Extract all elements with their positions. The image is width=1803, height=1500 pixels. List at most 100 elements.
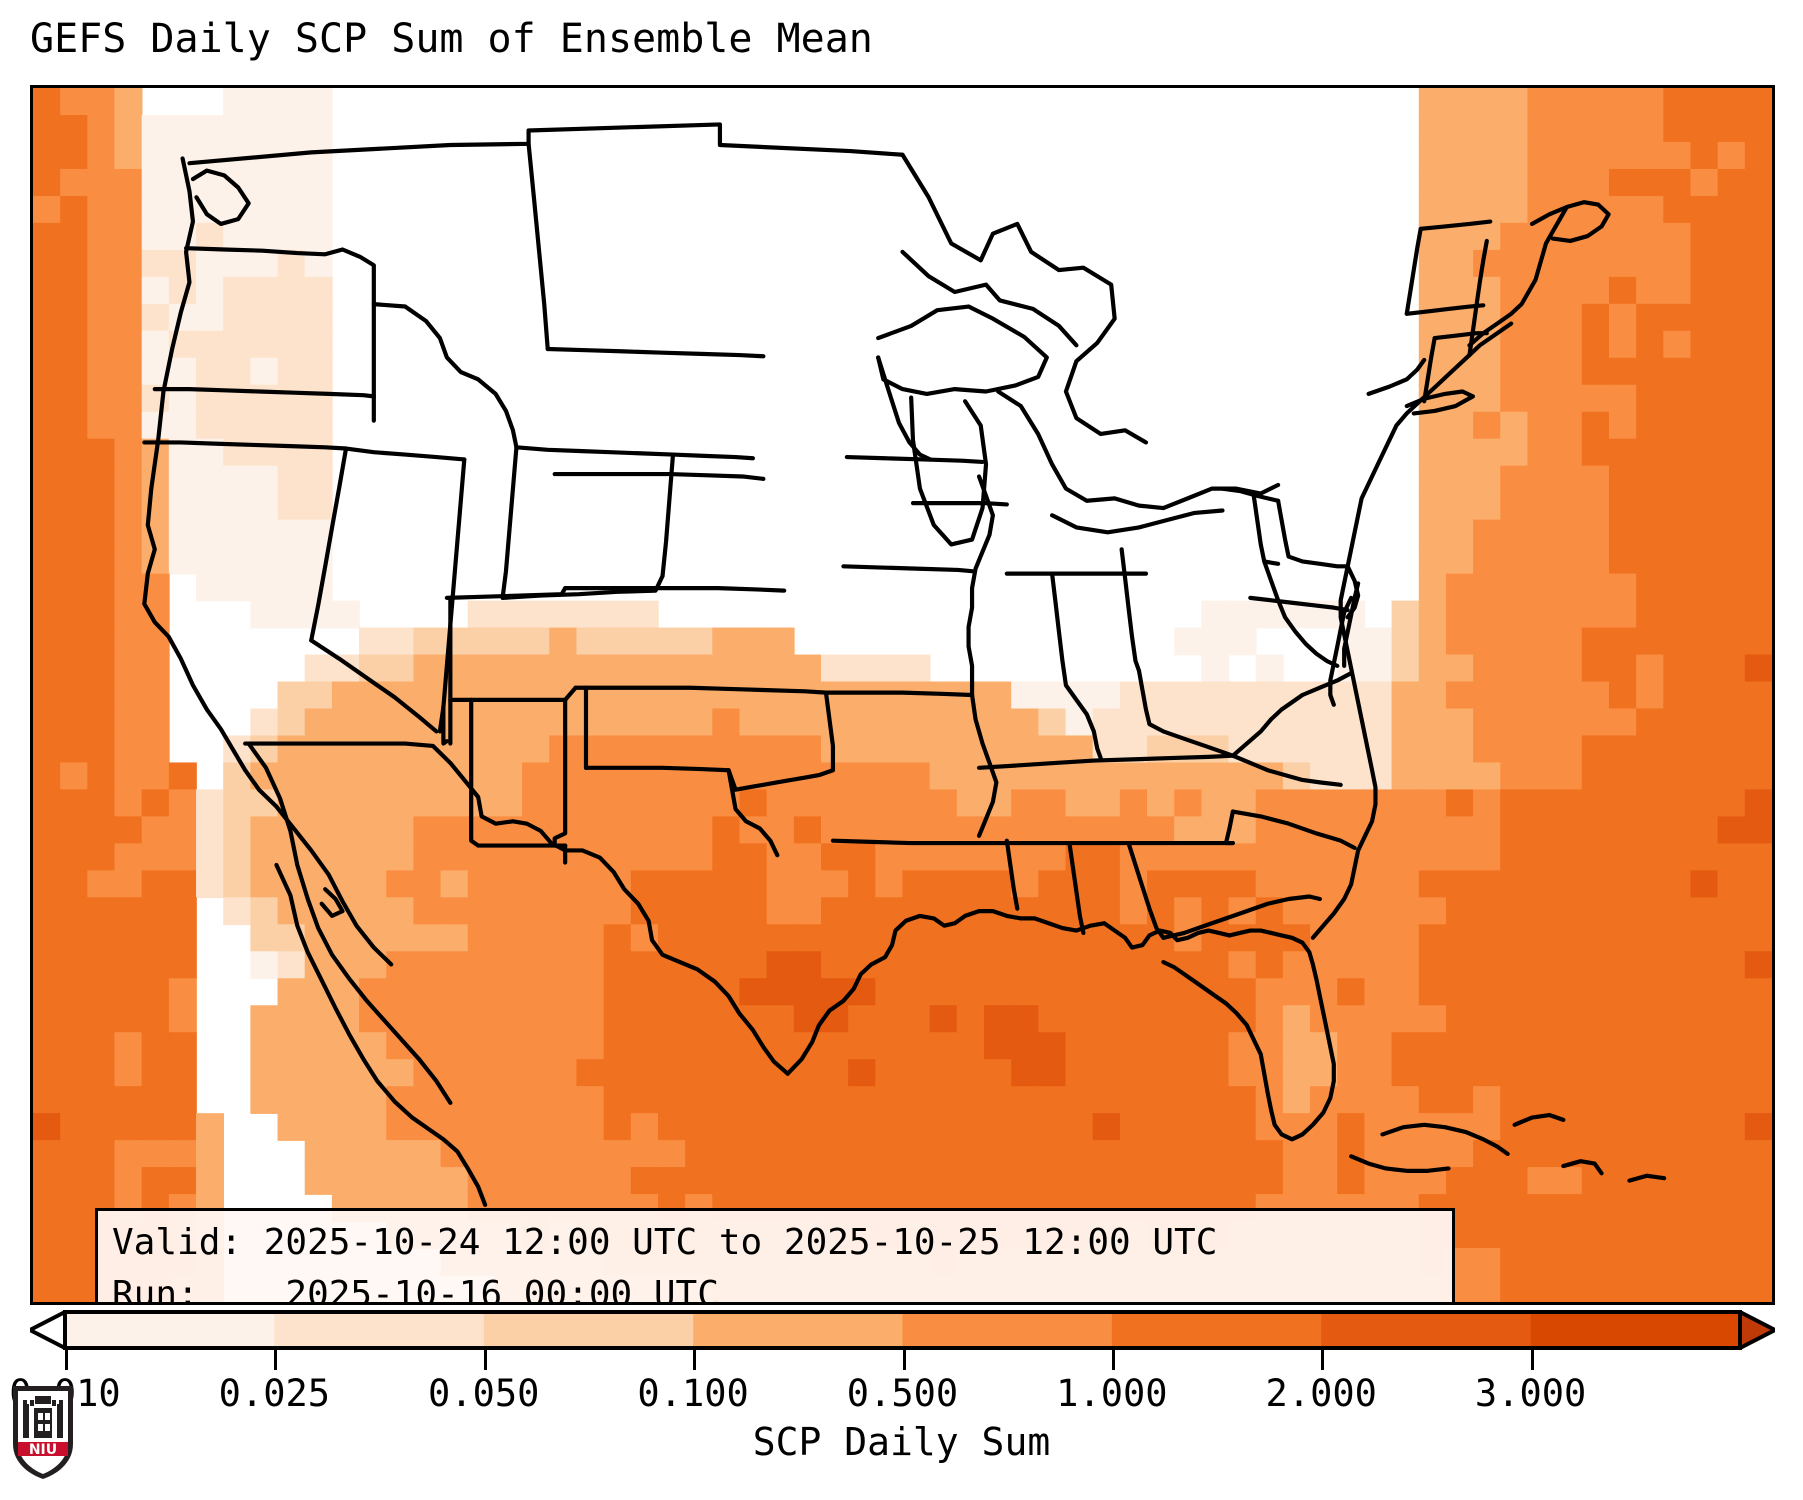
scp-grid-cell: [60, 600, 89, 629]
scp-grid-cell: [60, 276, 89, 305]
scp-grid-cell: [956, 1140, 985, 1168]
scp-grid-cell: [277, 546, 306, 575]
scp-grid-cell: [1364, 789, 1393, 818]
scp-grid-cell: [277, 600, 306, 629]
scp-grid-cell: [1011, 1113, 1040, 1141]
scp-grid-cell: [1201, 1059, 1230, 1087]
scp-grid-cell: [223, 141, 252, 170]
scp-grid-cell: [956, 1086, 985, 1114]
scp-grid-cell: [1228, 1059, 1257, 1087]
scp-grid-cell: [1282, 951, 1311, 980]
scp-grid-cell: [1717, 438, 1746, 467]
scp-grid-cell: [141, 708, 170, 737]
scp-grid-cell: [630, 951, 659, 980]
colorbar-tick: [483, 1348, 487, 1370]
scp-grid-cell: [1337, 1167, 1366, 1195]
scp-grid-cell: [657, 1005, 686, 1034]
scp-grid-cell: [1663, 708, 1692, 737]
scp-grid-cell: [304, 438, 333, 467]
scp-grid-cell: [1636, 870, 1665, 899]
scp-grid-cell: [141, 870, 170, 899]
scp-grid-cell: [1581, 438, 1610, 467]
scp-grid-cell: [1581, 1275, 1610, 1302]
scp-grid-cell: [1065, 1032, 1094, 1060]
scp-grid-cell: [168, 1032, 197, 1060]
scp-grid-cell: [712, 654, 741, 683]
scp-grid-cell: [494, 681, 523, 710]
scp-grid-cell: [1717, 1140, 1746, 1168]
map-border-path: [563, 586, 787, 593]
scp-grid-cell: [223, 411, 252, 440]
scp-grid-cell: [1636, 222, 1665, 251]
scp-grid-cell: [1527, 762, 1556, 791]
scp-grid-cell: [1445, 762, 1474, 791]
scp-grid-cell: [33, 1059, 61, 1087]
scp-grid-cell: [141, 681, 170, 710]
scp-grid-cell: [1636, 1275, 1665, 1302]
scp-grid-cell: [494, 789, 523, 818]
scp-grid-cell: [1554, 1275, 1583, 1302]
scp-grid-cell: [522, 1167, 551, 1195]
scp-grid-cell: [1473, 681, 1502, 710]
scp-grid-cell: [766, 681, 795, 710]
scp-grid-cell: [956, 1032, 985, 1060]
scp-grid-cell: [1527, 546, 1556, 575]
scp-grid-cell: [956, 951, 985, 980]
scp-grid-cell: [413, 1167, 442, 1195]
scp-grid-cell: [1174, 681, 1203, 710]
scp-grid-cell: [712, 897, 741, 926]
scp-grid-cell: [1065, 789, 1094, 818]
scp-grid-cell: [685, 735, 714, 764]
scp-grid-cell: [331, 843, 360, 872]
scp-grid-cell: [141, 330, 170, 359]
scp-grid-cell: [1473, 708, 1502, 737]
scp-grid-cell: [1554, 681, 1583, 710]
scp-grid-cell: [1445, 600, 1474, 629]
scp-grid-cell: [1065, 1167, 1094, 1195]
scp-grid-cell: [793, 951, 822, 980]
scp-grid-cell: [1663, 492, 1692, 521]
scp-grid-cell: [1744, 222, 1772, 251]
scp-grid-cell: [1636, 708, 1665, 737]
scp-grid-cell: [413, 924, 442, 953]
scp-grid-cell: [440, 1086, 469, 1114]
scp-grid-cell: [549, 1059, 578, 1087]
scp-grid-cell: [250, 357, 279, 386]
scp-grid-cell: [1581, 897, 1610, 926]
scp-grid-cell: [60, 1167, 89, 1195]
scp-grid-cell: [1717, 573, 1746, 602]
scp-grid-cell: [1418, 1005, 1447, 1034]
scp-grid-cell: [576, 1140, 605, 1168]
scp-grid-cell: [1636, 1005, 1665, 1034]
scp-grid-cell: [739, 1059, 768, 1087]
scp-grid-cell: [1418, 924, 1447, 953]
scp-grid-cell: [413, 816, 442, 845]
scp-grid-cell: [250, 88, 279, 116]
scp-grid-cell: [1473, 1032, 1502, 1060]
scp-grid-cell: [494, 897, 523, 926]
scp-grid-cell: [793, 816, 822, 845]
scp-grid-cell: [1391, 1140, 1420, 1168]
scp-grid-cell: [1717, 1275, 1746, 1302]
scp-grid-cell: [1445, 573, 1474, 602]
scp-grid-cell: [168, 870, 197, 899]
scp-grid-cell: [1717, 276, 1746, 305]
map-border-path: [1418, 219, 1493, 231]
scp-grid-cell: [467, 1005, 496, 1034]
scp-grid-cell: [141, 141, 170, 170]
scp-grid-cell: [1690, 303, 1719, 332]
scp-grid-cell: [1038, 789, 1067, 818]
scp-grid-cell: [1527, 627, 1556, 656]
scp-grid-cell: [1663, 627, 1692, 656]
scp-grid-cell: [494, 1005, 523, 1034]
scp-grid-cell: [1608, 870, 1637, 899]
scp-grid-cell: [549, 1113, 578, 1141]
scp-grid-cell: [1445, 519, 1474, 548]
scp-grid-cell: [929, 870, 958, 899]
scp-grid-cell: [304, 681, 333, 710]
scp-grid-cell: [576, 1005, 605, 1034]
scp-grid-cell: [1636, 438, 1665, 467]
scp-grid-cell: [766, 654, 795, 683]
scp-grid-cell: [304, 1032, 333, 1060]
scp-grid-cell: [1527, 951, 1556, 980]
